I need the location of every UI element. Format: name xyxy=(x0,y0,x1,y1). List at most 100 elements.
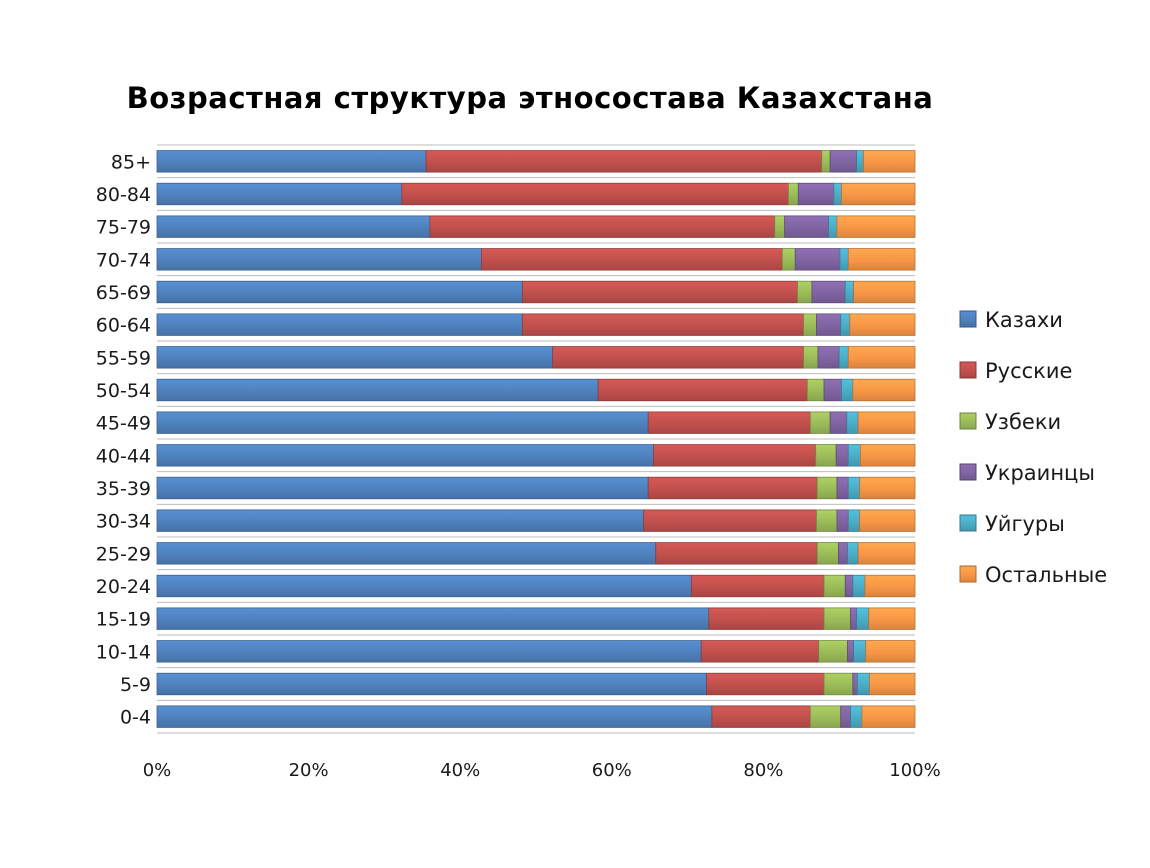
bar-65-69-Украинцы xyxy=(811,280,846,304)
bar-25-29-Украинцы xyxy=(838,542,848,565)
bar-0-4-Узбеки xyxy=(809,705,842,728)
bar-5-9-Остальные xyxy=(869,672,916,696)
category-label: 35-39 xyxy=(96,478,151,500)
category-label: 20-24 xyxy=(96,576,151,598)
bar-35-39-Остальные xyxy=(859,476,916,500)
bar-30-34-Уйгуры xyxy=(847,509,861,532)
bar-70-74-Казахи xyxy=(156,248,482,271)
bar-30-34-Русские xyxy=(643,509,817,532)
bar-0-4-Казахи xyxy=(156,705,713,728)
bar-15-19-Казахи xyxy=(156,607,710,630)
bar-45-49-Остальные xyxy=(857,411,916,434)
bar-25-29-Казахи xyxy=(156,542,657,565)
bar-75-79-Остальные xyxy=(836,215,916,238)
bar-20-24-Казахи xyxy=(156,574,692,598)
category-label: 60-64 xyxy=(96,315,151,337)
bar-80-84-Русские xyxy=(401,182,789,206)
bar-15-19-Украинцы xyxy=(850,607,858,630)
bar-45-49-Уйгуры xyxy=(846,411,859,434)
bar-70-74-Русские xyxy=(481,248,783,271)
bar-40-44-Украинцы xyxy=(835,444,849,467)
bar-65-69-Узбеки xyxy=(797,280,813,304)
legend: Казахи Русские Узбеки Украинцы Уйгуры Остальн… xyxy=(959,308,1107,587)
bar-50-54-Остальные xyxy=(852,378,916,402)
bar-15-19-Остальные xyxy=(868,607,916,630)
legend-swatch xyxy=(959,463,977,481)
bar-80-84-Украинцы xyxy=(797,182,835,206)
bar-30-34-Остальные xyxy=(859,509,916,532)
category-label: 65-69 xyxy=(96,282,151,304)
legend-swatch xyxy=(959,361,977,379)
bar-70-74-Уйгуры xyxy=(839,248,849,271)
bar-15-19-Русские xyxy=(708,607,825,630)
bar-10-14-Русские xyxy=(700,640,820,663)
x-tick-label: 100% xyxy=(889,760,940,781)
bar-20-24-Украинцы xyxy=(844,574,854,598)
bar-35-39-Украинцы xyxy=(836,476,849,500)
bar-55-59-Русские xyxy=(552,346,804,369)
bar-40-44-Казахи xyxy=(156,444,654,467)
category-label: 15-19 xyxy=(96,609,151,631)
bar-15-19-Уйгуры xyxy=(856,607,870,630)
bar-10-14-Уйгуры xyxy=(853,640,867,663)
bar-75-79-Казахи xyxy=(156,215,431,238)
bar-20-24-Русские xyxy=(690,574,825,598)
legend-label: Уйгуры xyxy=(985,512,1065,536)
bar-85+-Казахи xyxy=(156,150,427,173)
legend-swatch xyxy=(959,565,977,583)
category-label: 70-74 xyxy=(96,249,151,271)
category-label: 75-79 xyxy=(96,217,151,239)
bar-35-39-Узбеки xyxy=(816,476,838,500)
bar-65-69-Казахи xyxy=(156,280,523,304)
bar-85+-Узбеки xyxy=(821,150,831,173)
bar-55-59-Казахи xyxy=(156,346,554,369)
bar-5-9-Русские xyxy=(706,672,825,696)
bar-0-4-Украинцы xyxy=(840,705,851,728)
x-tick-label: 40% xyxy=(440,760,480,781)
category-label: 50-54 xyxy=(96,380,151,402)
category-labels: 85+ 80-84 75-79 70-74 65-69 60-64 55-59 50-54 45… xyxy=(96,151,151,728)
bar-60-64-Остальные xyxy=(849,313,916,336)
bar-80-84-Казахи xyxy=(156,182,403,206)
bar-30-34-Казахи xyxy=(156,509,645,532)
category-label: 85+ xyxy=(111,151,151,173)
bar-5-9-Казахи xyxy=(156,672,707,696)
plot-area: 85+ 80-84 75-79 70-74 65-69 60-64 55-59 50-54 45… xyxy=(96,144,941,781)
bar-35-39-Казахи xyxy=(156,476,649,500)
gridlines xyxy=(157,144,915,734)
legend-label: Остальные xyxy=(985,563,1107,587)
bar-50-54-Украинцы xyxy=(823,378,842,402)
bar-75-79-Уйгуры xyxy=(828,215,838,238)
bar-85+-Украинцы xyxy=(829,150,858,173)
bar-60-64-Казахи xyxy=(156,313,523,336)
bar-75-79-Узбеки xyxy=(774,215,786,238)
bar-65-69-Остальные xyxy=(853,280,916,304)
bar-50-54-Русские xyxy=(597,378,808,402)
bar-60-64-Украинцы xyxy=(816,313,842,336)
bar-25-29-Уйгуры xyxy=(847,542,859,565)
bar-85+-Уйгуры xyxy=(856,150,864,173)
bar-25-29-Русские xyxy=(655,542,818,565)
bar-75-79-Украинцы xyxy=(784,215,829,238)
bar-60-64-Уйгуры xyxy=(840,313,851,336)
bars xyxy=(156,150,916,728)
bar-20-24-Уйгуры xyxy=(852,574,866,598)
bar-45-49-Украинцы xyxy=(829,411,848,434)
category-label: 0-4 xyxy=(120,707,151,729)
bar-40-44-Остальные xyxy=(860,444,916,467)
legend-label: Узбеки xyxy=(985,410,1061,434)
bar-5-9-Украинцы xyxy=(852,672,858,696)
bar-5-9-Узбеки xyxy=(823,672,854,696)
category-label: 45-49 xyxy=(96,413,151,435)
bar-85+-Русские xyxy=(425,150,823,173)
bar-45-49-Узбеки xyxy=(809,411,831,434)
bar-30-34-Узбеки xyxy=(816,509,838,532)
bar-55-59-Остальные xyxy=(847,346,916,369)
bar-65-69-Русские xyxy=(521,280,798,304)
legend-swatch xyxy=(959,514,977,532)
bar-50-54-Уйгуры xyxy=(841,378,854,402)
legend-label: Русские xyxy=(985,359,1072,383)
category-label: 55-59 xyxy=(96,347,151,369)
bar-25-29-Узбеки xyxy=(816,542,839,565)
bar-75-79-Русские xyxy=(429,215,776,238)
